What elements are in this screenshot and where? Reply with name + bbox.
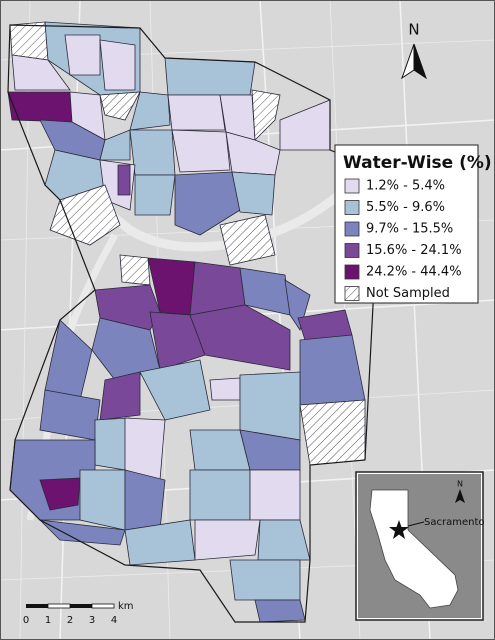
tract xyxy=(251,89,281,141)
legend-swatch xyxy=(344,286,360,301)
north-arrow: N xyxy=(401,21,427,80)
scale-tick-label: 4 xyxy=(111,615,117,626)
legend-swatch xyxy=(344,178,360,194)
tract xyxy=(38,519,126,546)
tract xyxy=(189,429,251,471)
tract-polygons xyxy=(7,21,366,623)
tract xyxy=(249,469,301,521)
tract xyxy=(9,21,49,61)
tract xyxy=(209,377,241,401)
inset-city-label: Sacramento xyxy=(424,517,484,528)
inset-north-label: N xyxy=(457,480,463,489)
legend-swatch xyxy=(344,243,360,258)
scale-tick-label: 2 xyxy=(67,615,73,626)
tract xyxy=(39,477,81,511)
legend-label: 15.6% - 24.1% xyxy=(366,243,462,258)
scale-unit: km xyxy=(118,601,134,612)
north-label: N xyxy=(408,21,419,39)
scale-seg xyxy=(26,604,48,608)
legend-label: 9.7% - 15.5% xyxy=(366,222,453,237)
inset-map: Sacramento N xyxy=(355,471,484,621)
arrow-right xyxy=(413,43,427,80)
tract xyxy=(239,371,301,441)
tract xyxy=(167,94,226,131)
tract xyxy=(194,519,261,561)
tract xyxy=(129,91,171,131)
scale-tick-label: 0 xyxy=(23,615,29,626)
scale-seg xyxy=(47,603,71,609)
legend-label: 1.2% - 5.4% xyxy=(366,179,445,194)
tract xyxy=(229,559,301,601)
tract xyxy=(189,304,291,371)
tract xyxy=(139,359,211,421)
tract xyxy=(99,39,136,91)
tract xyxy=(129,129,176,176)
scale-tick-label: 3 xyxy=(89,615,95,626)
legend: Water-Wise (%) 1.2% - 5.4% 5.5% - 9.6% 9.7… xyxy=(334,144,492,304)
scale-seg xyxy=(70,604,92,608)
callout xyxy=(407,521,425,527)
scale-bar: km 0 1 2 3 4 xyxy=(23,601,134,626)
tract xyxy=(99,371,141,421)
tract xyxy=(299,399,366,466)
inset-north-arrow xyxy=(455,489,465,503)
tract xyxy=(171,129,231,173)
legend-items: 1.2% - 5.4% 5.5% - 9.6% 9.7% - 15.5% 15.6% … xyxy=(344,178,462,301)
tract xyxy=(164,57,256,96)
legend-label: Not Sampled xyxy=(366,286,450,301)
legend-swatch xyxy=(344,200,360,215)
tract xyxy=(49,184,121,246)
legend-title: Water-Wise (%) xyxy=(343,153,492,173)
legend-swatch xyxy=(344,221,360,237)
legend-label: 5.5% - 9.6% xyxy=(366,200,445,215)
city-star xyxy=(389,520,409,539)
tract xyxy=(79,469,126,531)
tract xyxy=(225,131,281,176)
tract xyxy=(174,171,241,236)
scale-seg xyxy=(91,603,115,609)
legend-label: 24.2% - 44.4% xyxy=(366,265,462,280)
tract xyxy=(64,34,101,76)
tract xyxy=(231,171,276,216)
legend-swatch xyxy=(344,264,360,280)
tract xyxy=(117,164,131,196)
tract xyxy=(11,54,71,91)
city-outline xyxy=(7,24,381,623)
tract xyxy=(124,417,166,481)
california xyxy=(369,489,459,609)
tract xyxy=(119,254,151,286)
tract xyxy=(189,469,251,521)
tract xyxy=(99,91,141,121)
tract xyxy=(254,599,306,623)
tract xyxy=(99,129,131,161)
tract xyxy=(134,174,176,216)
tract xyxy=(124,469,166,531)
tract xyxy=(219,214,276,266)
scale-tick-label: 1 xyxy=(45,615,51,626)
tract xyxy=(284,279,311,331)
